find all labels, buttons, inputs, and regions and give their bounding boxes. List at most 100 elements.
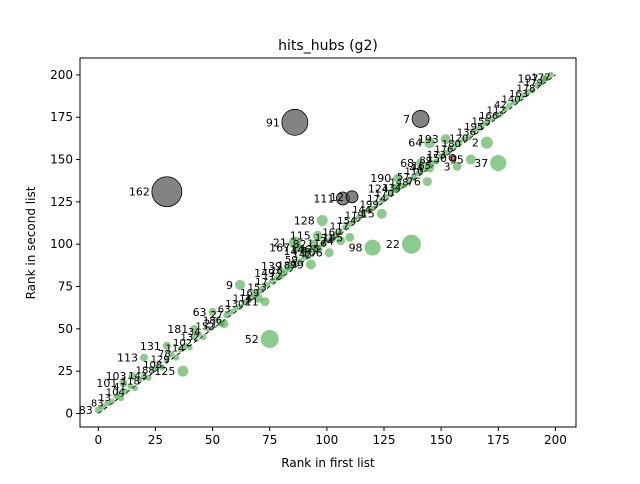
data-point [365,207,371,214]
data-point [191,334,198,341]
data-point [163,356,170,363]
data-point [190,324,199,333]
y-tick-label: 125 [50,195,73,209]
data-point [136,376,143,383]
point-labels-layer: 8313104411181431881081297811410213234152… [79,72,551,417]
data-point [393,173,403,183]
point-label: 15 [361,208,375,221]
y-tick-label: 0 [65,406,73,420]
data-point [378,197,385,204]
point-label: 125 [154,365,175,378]
data-point [246,295,253,302]
data-point [195,330,202,337]
data-point [493,112,499,119]
point-label: 114 [166,343,185,354]
data-point [502,105,509,112]
data-point [406,176,413,183]
data-point [122,388,129,395]
point-label: 108 [143,360,162,371]
point-label: 178 [516,84,535,95]
point-label: 41 [113,382,126,393]
data-point [425,163,435,173]
point-label: 89 [419,155,432,166]
point-label: 13 [98,393,111,404]
point-label: 68 [400,157,414,170]
point-label: 7 [403,113,410,126]
data-point [433,158,440,165]
y-tick-label: 25 [58,364,73,378]
point-label: 170 [375,189,394,200]
data-point [374,200,381,207]
data-point [346,220,353,227]
data-point [351,217,358,224]
data-point [241,298,248,305]
data-point [94,406,102,414]
plot-area [79,57,577,428]
data-point [470,129,477,136]
data-point [177,346,184,353]
data-point [299,246,309,256]
point-label: 21 [273,237,287,250]
data-point [131,385,138,392]
data-point [490,154,507,171]
data-point [205,325,211,332]
data-point [401,234,421,254]
data-point [141,373,147,380]
data-point [547,71,554,78]
point-label: 152 [195,321,214,332]
point-label: 103 [106,370,127,383]
point-label: 116 [307,238,326,249]
data-point [255,288,262,295]
data-point [465,134,472,141]
data-point [376,208,387,219]
data-point [483,119,490,126]
data-point [118,395,125,402]
point-label: 11 [245,296,259,309]
point-label: 169 [240,288,259,299]
point-label: 149 [254,267,275,280]
point-label: 125 [300,244,319,255]
data-point [345,190,359,204]
point-label: 195 [464,122,483,133]
data-point [474,126,481,133]
data-point [440,134,451,145]
point-label: 129 [151,354,170,365]
data-point [227,308,234,315]
data-point [313,244,323,254]
point-label: 134 [382,183,401,194]
data-point [140,353,148,362]
point-label: 199 [360,200,379,211]
point-label: 12 [330,191,344,204]
data-point [390,183,400,193]
point-label: 52 [245,333,259,346]
point-label: 117 [330,222,349,233]
point-label: 166 [479,111,498,122]
data-point [269,278,275,285]
point-label: 153 [248,283,267,294]
y-tick-label: 100 [50,237,73,251]
data-point [177,365,189,377]
data-point [369,205,376,212]
data-point [115,390,122,397]
dense-points-layer [99,71,554,410]
point-label: 154 [337,216,356,227]
data-point [316,214,328,226]
data-point [186,344,193,351]
point-label: 82 [293,238,307,251]
point-label: 44 [409,162,423,175]
data-point [284,262,292,271]
point-label: 26 [270,266,283,277]
point-label: 27 [210,310,223,321]
point-label: 102 [173,338,192,349]
x-tick-label: 125 [373,433,396,447]
point-label: 160 [322,227,341,238]
data-point [515,95,522,102]
data-point [438,153,445,160]
data-point [319,241,326,248]
point-label: 112 [487,106,506,117]
point-label: 197 [518,72,539,85]
point-label: 130 [225,299,244,310]
point-label: 37 [474,157,488,170]
point-label: 176 [434,144,453,155]
